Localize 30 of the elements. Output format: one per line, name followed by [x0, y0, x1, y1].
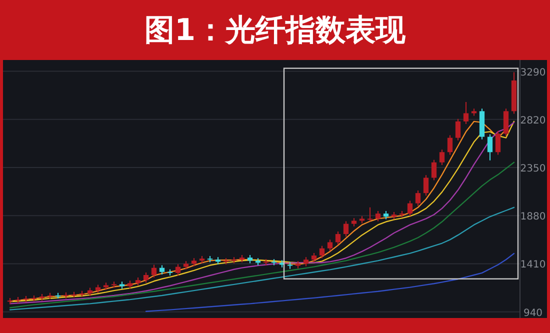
candlestick	[439, 149, 445, 166]
y-tick-label: 940	[523, 308, 543, 319]
candlestick	[159, 264, 165, 275]
y-tick-label: 1880	[520, 212, 546, 223]
candlestick	[487, 134, 493, 161]
y-tick-label: 3290	[520, 67, 546, 78]
title: 图1：光纤指数表现	[144, 13, 406, 48]
candlestick	[447, 134, 453, 156]
candlestick	[343, 220, 349, 238]
candlestick	[367, 206, 373, 222]
candlestick	[319, 245, 325, 259]
y-tick-label: 2350	[520, 164, 546, 174]
candlestick	[303, 256, 309, 267]
candlestick	[175, 264, 181, 276]
y-tick-label: 2820	[520, 115, 546, 126]
candlestick	[463, 101, 469, 124]
candlestick	[311, 252, 317, 263]
candlestick	[407, 200, 413, 217]
candlestick	[415, 190, 421, 206]
candlestick	[335, 230, 341, 246]
candlestick	[503, 108, 509, 137]
candlestick	[375, 210, 381, 222]
candlestick	[495, 130, 501, 156]
candlestick	[423, 174, 429, 196]
candlestick	[455, 118, 461, 141]
candlestick	[327, 239, 333, 252]
y-tick-label: 1410	[520, 260, 546, 271]
candlestick	[431, 159, 437, 181]
candlestick	[151, 264, 157, 278]
candlestick	[143, 272, 149, 284]
